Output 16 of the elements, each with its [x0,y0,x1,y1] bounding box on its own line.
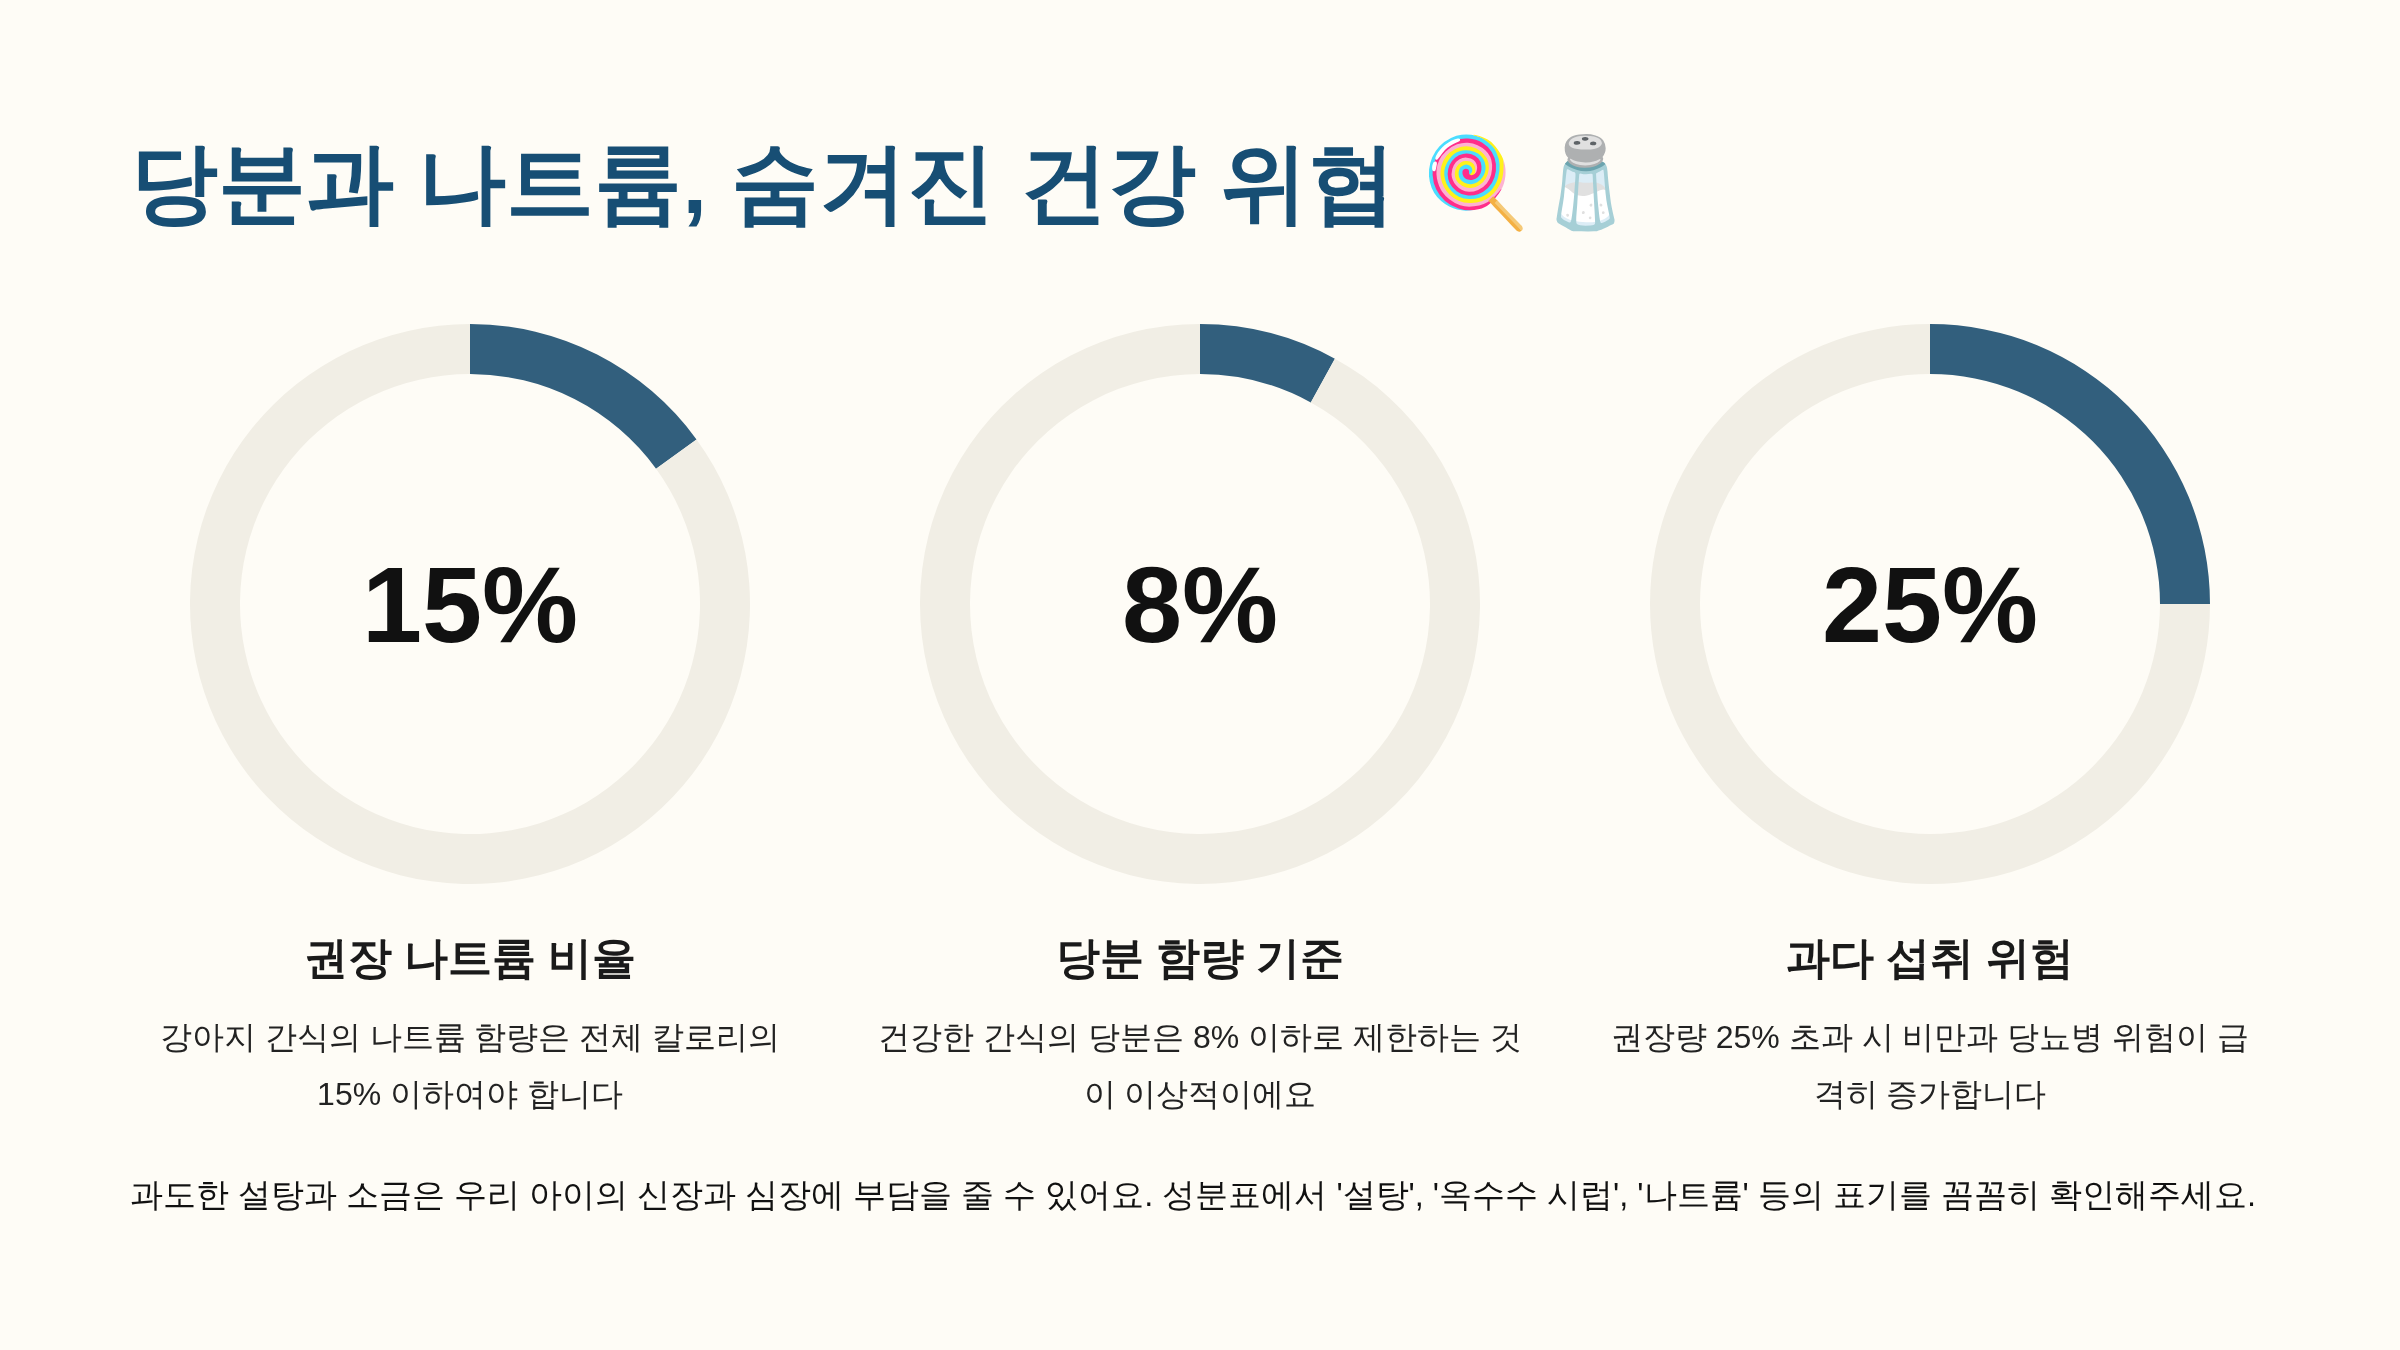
text: 권장량 25% 초과 시 비만과 당뇨병 위험이 급격히 증가합니다 [1609,1017,2251,1114]
donut-slice [1200,324,1335,403]
text: 권장 나트륨 비율 [302,932,638,984]
text: 15% [361,543,579,665]
donut-slice [1650,324,2210,884]
donut-slice [190,324,750,884]
text: 강아지 간식의 나트륨 함량은 전체 칼로리의 15% 이하여야 합니다 [158,1017,782,1114]
text: 과도한 설탕과 소금은 우리 아이의 신장과 심장에 부담을 줄 수 있어요. 성분표에서 '설탕', '옥수수 시럽', '나트륨' 등의 표기를 꼼꼼히 확인해주세요. [130,1176,2256,1215]
text: 8% [1121,543,1279,665]
text: 당분 함량 기준 [1054,932,1346,984]
text: 건강한 간식의 당분은 8% 이하로 제한하는 것이 이상적이에요 [877,1017,1523,1114]
text: 25% [1821,543,2039,665]
donut-slice [920,324,1480,884]
donut-slice [470,324,697,469]
text: 당분과 나트륨, 숨겨진 건강 위협 🍭🧂 [130,132,1641,234]
text: 과다 섭취 위험 [1784,932,2076,984]
